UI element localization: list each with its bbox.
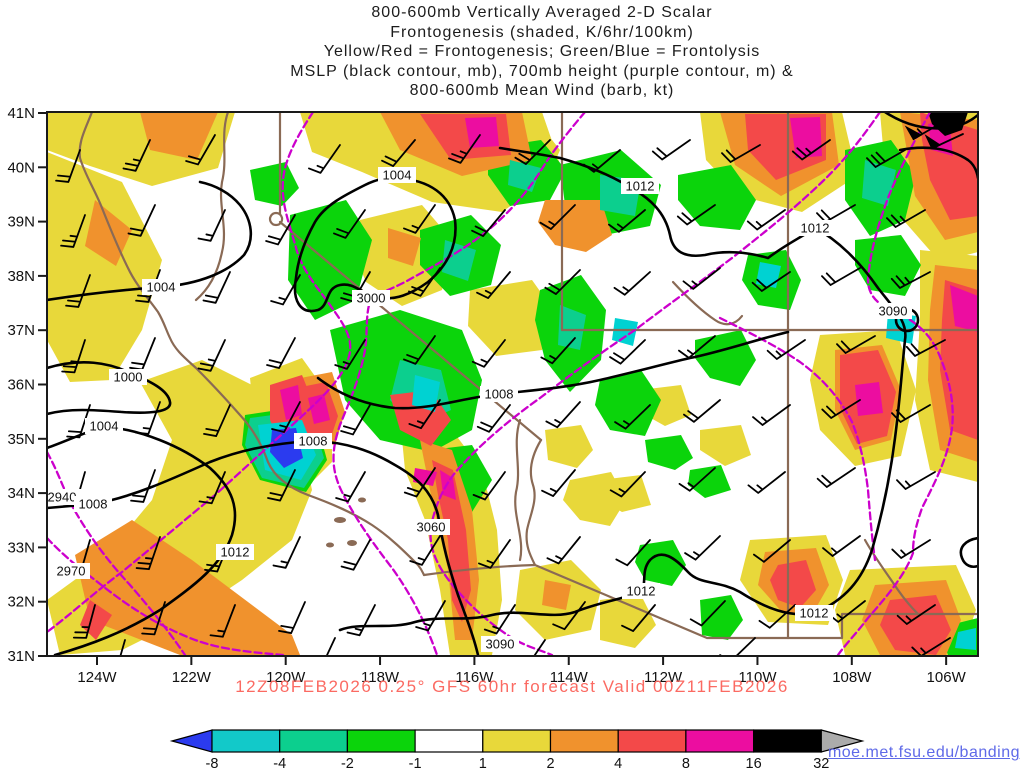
forecast-datestamp: 12Z08FEB2026 0.25° GFS 60hr forecast Val… [235, 677, 789, 696]
svg-text:1008: 1008 [79, 497, 108, 512]
svg-text:118W: 118W [361, 669, 400, 686]
svg-text:-8: -8 [206, 756, 219, 768]
lake-powell-river [671, 280, 744, 326]
coastline [78, 112, 426, 577]
svg-text:112W: 112W [644, 669, 683, 686]
colorado-river-border [525, 438, 543, 567]
svg-text:3090: 3090 [486, 637, 515, 652]
svg-text:34N: 34N [7, 485, 35, 502]
svg-text:-1: -1 [409, 756, 422, 768]
svg-text:106W: 106W [927, 669, 967, 686]
svg-text:1008: 1008 [299, 434, 328, 449]
svg-text:1012: 1012 [221, 545, 250, 560]
frontogenesis-shading [47, 112, 978, 655]
svg-text:3060: 3060 [417, 520, 446, 535]
svg-text:1: 1 [479, 756, 487, 768]
svg-text:108W: 108W [832, 669, 872, 686]
svg-text:1004: 1004 [90, 419, 119, 434]
svg-text:-4: -4 [273, 756, 286, 768]
title-line-3: Yellow/Red = Frontogenesis; Green/Blue =… [323, 43, 761, 60]
svg-text:1008: 1008 [485, 387, 514, 402]
svg-text:-2: -2 [341, 756, 354, 768]
svg-text:16: 16 [746, 756, 762, 768]
colorbar: -8 -4 -2 -1 1 2 4 8 16 32 [169, 729, 865, 768]
ca-nv-border [278, 112, 543, 442]
svg-text:1004: 1004 [383, 168, 412, 183]
mslp-contours [47, 112, 978, 656]
svg-text:3090: 3090 [879, 304, 908, 319]
svg-text:1000: 1000 [114, 370, 143, 385]
channel-islands [326, 497, 366, 548]
svg-text:35N: 35N [7, 431, 35, 448]
svg-text:4: 4 [614, 756, 622, 768]
svg-text:41N: 41N [7, 105, 35, 122]
pennant-cluster [928, 112, 968, 136]
svg-text:1012: 1012 [800, 606, 829, 621]
svg-text:37N: 37N [7, 322, 35, 339]
lake-tahoe [268, 211, 284, 227]
svg-text:2: 2 [546, 756, 554, 768]
credit-link[interactable]: moe.met.fsu.edu/banding [827, 744, 1020, 761]
svg-text:1012: 1012 [626, 179, 655, 194]
svg-text:33N: 33N [7, 539, 35, 556]
title-line-5: 800-600mb Mean Wind (barb, kt) [409, 82, 675, 99]
svg-text:36N: 36N [7, 377, 35, 394]
title-line-1: 800-600mb Vertically Averaged 2-D Scalar [371, 4, 713, 21]
svg-text:2940: 2940 [48, 490, 77, 505]
svg-text:1012: 1012 [627, 584, 656, 599]
title-line-4: MSLP (black contour, mb), 700mb height (… [290, 62, 794, 80]
svg-text:116W: 116W [455, 669, 494, 686]
contour-labels: 1004 1012 1012 1004 3000 3090 1000 1008 1004 1008… [43, 167, 912, 652]
svg-text:38N: 38N [7, 268, 35, 285]
gila-river [514, 418, 523, 562]
wind-barbs [55, 121, 964, 656]
svg-text:114W: 114W [550, 669, 589, 686]
svg-text:120W: 120W [266, 669, 306, 686]
svg-text:122W: 122W [172, 669, 212, 686]
svg-text:31N: 31N [7, 648, 35, 665]
sacramento-river [194, 112, 230, 302]
svg-text:8: 8 [682, 756, 690, 768]
chart-title-block: 800-600mb Vertically Averaged 2-D Scalar… [60, 3, 1024, 101]
svg-text:3000: 3000 [357, 291, 386, 306]
svg-text:2970: 2970 [57, 564, 86, 579]
svg-text:1012: 1012 [801, 221, 830, 236]
svg-text:40N: 40N [7, 159, 35, 176]
svg-text:1004: 1004 [147, 280, 176, 295]
svg-text:110W: 110W [738, 669, 777, 686]
title-line-2: Frontogenesis (shaded, K/6hr/100km) [390, 23, 694, 41]
svg-text:124W: 124W [77, 669, 117, 686]
svg-text:32N: 32N [7, 594, 35, 611]
svg-text:32: 32 [813, 756, 829, 768]
svg-text:39N: 39N [7, 214, 35, 231]
axis-labels: 41N 40N 39N 38N 37N 36N 35N 34N 33N 32N 31N 124W 122… [7, 105, 966, 686]
